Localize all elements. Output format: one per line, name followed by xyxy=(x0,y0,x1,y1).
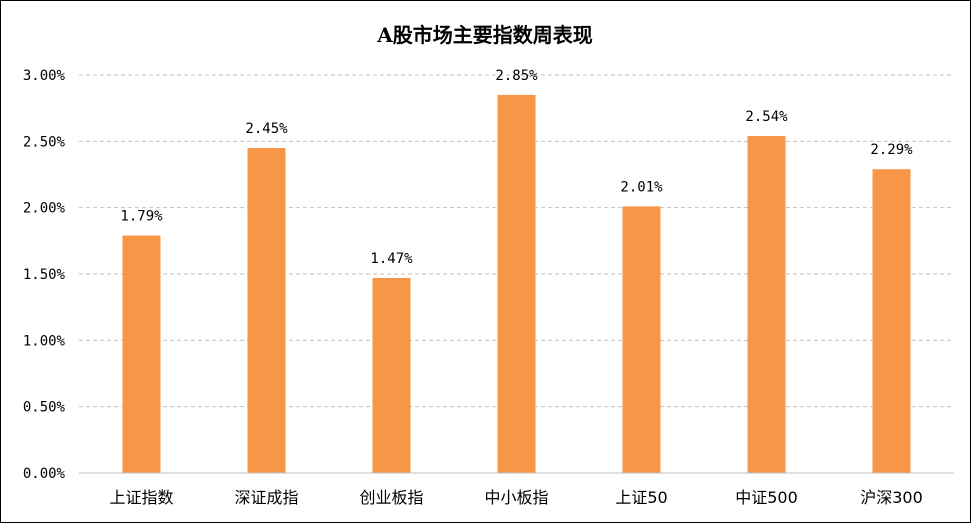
bar xyxy=(247,147,286,473)
x-category-label: 上证50 xyxy=(615,488,667,507)
x-axis-category-labels: 上证指数 深证成指 创业板指 中小板指 上证50 中证500 沪深300 xyxy=(109,488,922,507)
bar xyxy=(747,136,786,473)
y-tick-label: 2.00% xyxy=(23,201,66,217)
data-label: 2.54% xyxy=(745,109,788,125)
data-label: 1.47% xyxy=(370,251,413,267)
y-tick-label: 2.50% xyxy=(23,134,66,150)
y-tick-label: 1.00% xyxy=(23,333,66,349)
bar xyxy=(372,277,411,473)
x-category-label: 中证500 xyxy=(735,488,798,507)
data-labels: 1.79% 2.45% 1.47% 2.85% 2.01% 2.54% 2.29% xyxy=(120,68,913,267)
bar xyxy=(497,94,536,474)
y-tick-label: 3.00% xyxy=(23,68,66,84)
x-category-label: 深证成指 xyxy=(234,488,298,507)
bar xyxy=(872,169,911,473)
bar xyxy=(622,206,661,473)
data-label: 1.79% xyxy=(120,209,163,225)
bars xyxy=(122,94,911,474)
data-label: 2.85% xyxy=(495,68,538,84)
bar xyxy=(122,235,161,473)
data-label: 2.29% xyxy=(870,142,913,158)
data-label: 2.45% xyxy=(245,121,288,137)
y-tick-label: 0.50% xyxy=(23,400,66,416)
x-category-label: 沪深300 xyxy=(860,488,923,507)
x-category-label: 创业板指 xyxy=(359,488,423,507)
chart-title: A股市场主要指数周表现 xyxy=(376,23,593,47)
y-tick-label: 1.50% xyxy=(23,267,66,283)
y-axis-tick-labels: 0.00% 0.50% 1.00% 1.50% 2.00% 2.50% 3.00% xyxy=(23,68,66,482)
data-label: 2.01% xyxy=(620,179,663,195)
x-category-label: 上证指数 xyxy=(109,488,173,507)
x-category-label: 中小板指 xyxy=(484,488,548,507)
y-tick-label: 0.00% xyxy=(23,466,66,482)
